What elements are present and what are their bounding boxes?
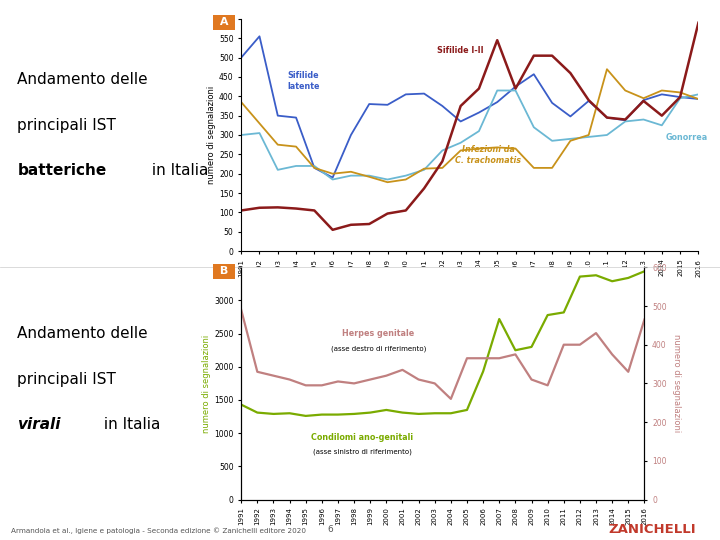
Text: ZANICHELLI: ZANICHELLI xyxy=(608,523,696,536)
Text: 6: 6 xyxy=(328,524,333,534)
Y-axis label: numero di segnalazioni: numero di segnalazioni xyxy=(207,86,216,184)
Text: Infezioni da
C. trachomatis: Infezioni da C. trachomatis xyxy=(455,145,521,165)
Text: in Italia: in Italia xyxy=(147,164,208,178)
Text: (asse destro di riferimento): (asse destro di riferimento) xyxy=(330,345,426,352)
Text: B: B xyxy=(216,266,232,276)
Text: Gonorrea: Gonorrea xyxy=(665,133,708,142)
Y-axis label: numero di segnalazioni: numero di segnalazioni xyxy=(672,334,680,433)
Text: principali IST: principali IST xyxy=(17,118,116,133)
Y-axis label: numero di segnalazioni: numero di segnalazioni xyxy=(202,334,211,433)
Text: principali IST: principali IST xyxy=(17,372,116,387)
Text: Andamento delle: Andamento delle xyxy=(17,326,148,341)
Text: A: A xyxy=(216,17,233,28)
Text: Herpes genitale: Herpes genitale xyxy=(342,329,415,338)
Text: virali: virali xyxy=(17,417,60,432)
Text: (asse sinistro di riferimento): (asse sinistro di riferimento) xyxy=(312,448,412,455)
Text: batteriche: batteriche xyxy=(17,164,107,178)
Text: Condilomi ano-genitali: Condilomi ano-genitali xyxy=(311,433,413,442)
Text: Armandola et al., Igiene e patologia - Seconda edizione © Zanichelli editore 202: Armandola et al., Igiene e patologia - S… xyxy=(11,527,306,534)
Text: Sifilide
latente: Sifilide latente xyxy=(287,71,320,91)
Text: Andamento delle: Andamento delle xyxy=(17,72,148,87)
Text: in Italia: in Italia xyxy=(99,417,161,432)
Text: Sifilide I-II: Sifilide I-II xyxy=(437,46,484,55)
